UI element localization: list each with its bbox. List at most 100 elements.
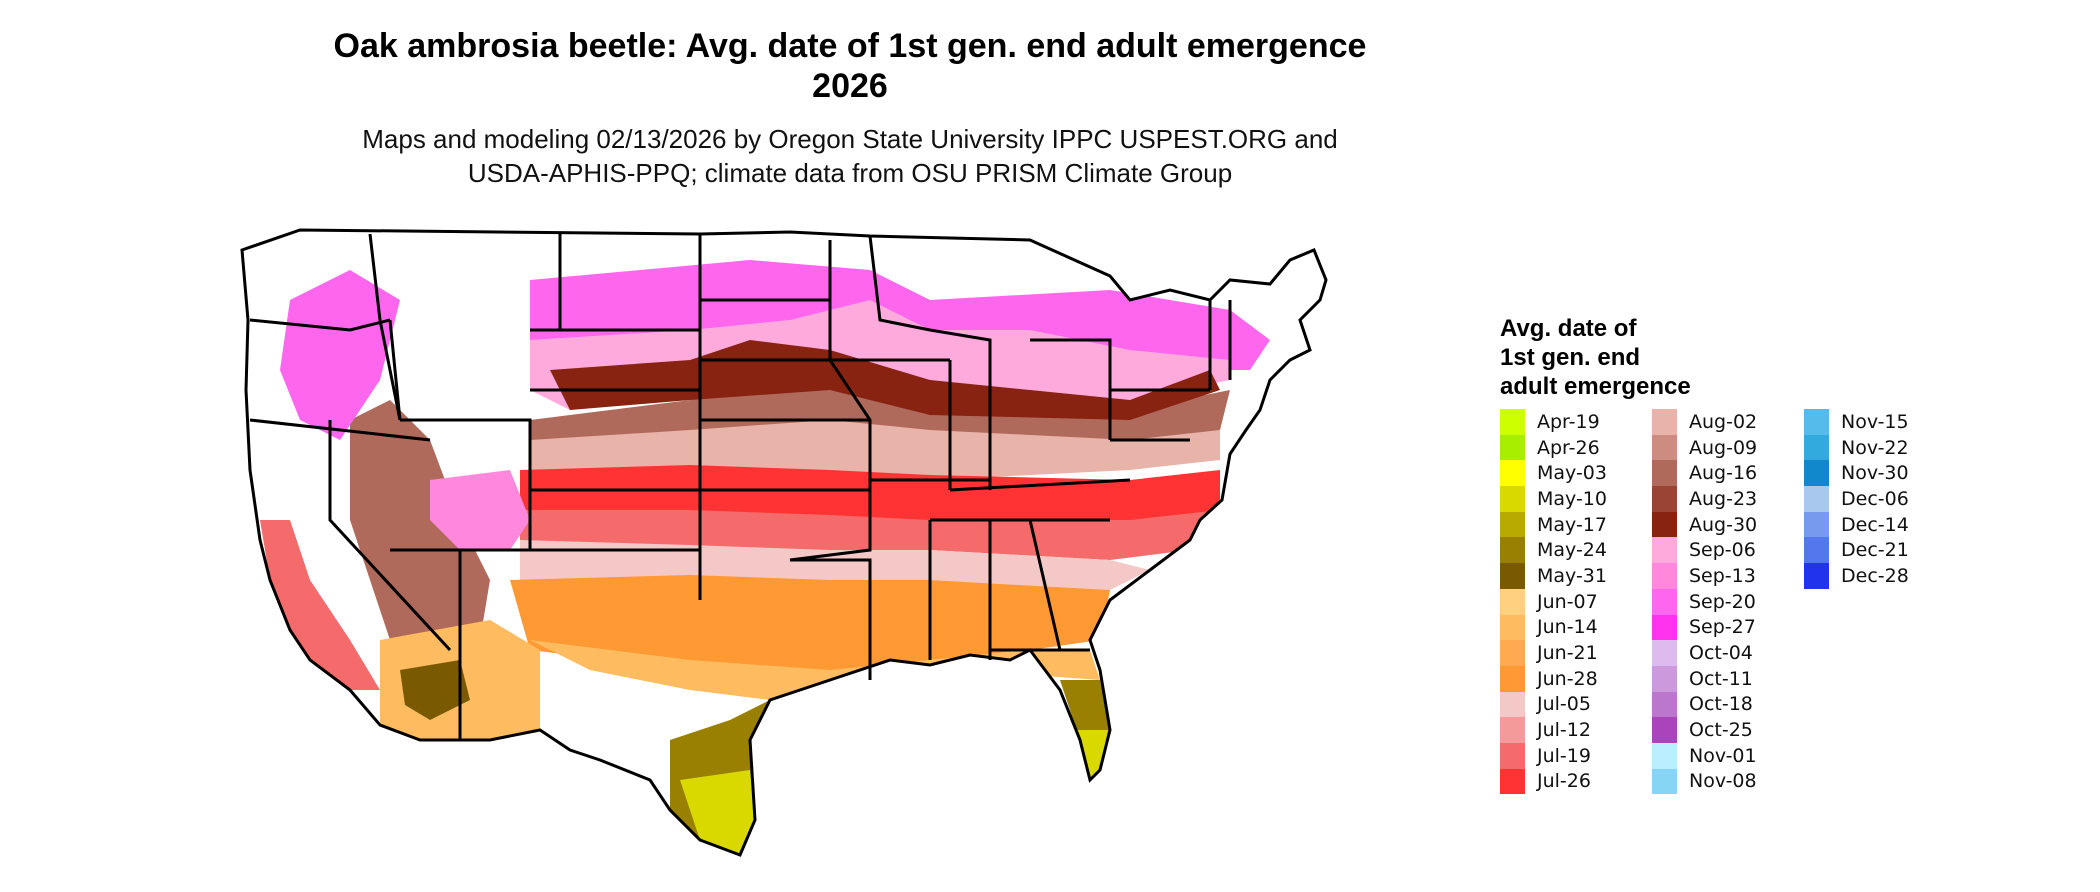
legend-swatch — [1804, 434, 1829, 461]
map-title-line1: Oak ambrosia beetle: Avg. date of 1st ge… — [333, 27, 1367, 65]
legend-swatch — [1500, 434, 1525, 461]
legend-swatch — [1500, 409, 1525, 435]
legend-swatch — [1652, 588, 1677, 615]
legend-label: Nov-08 — [1689, 770, 1757, 793]
legend-label: Sep-27 — [1689, 616, 1756, 639]
legend: Apr-19 Apr-26 May-03 May-10 May-17 May-24 May-… — [1500, 409, 1936, 795]
legend-item: Nov-08 — [1652, 768, 1784, 795]
legend-swatch — [1652, 742, 1677, 769]
legend-swatch — [1804, 537, 1829, 564]
legend-label: Jun-21 — [1537, 642, 1598, 665]
us-map — [240, 228, 1328, 857]
legend-swatch — [1804, 409, 1829, 435]
legend-column: Nov-15 Nov-22 Nov-30 Dec-06 Dec-14 Dec-21 Dec-… — [1804, 409, 1936, 794]
legend-label: Dec-06 — [1841, 487, 1909, 510]
legend-swatch — [1500, 537, 1525, 564]
legend-item: Aug-16 — [1652, 460, 1784, 487]
legend-label: Oct-04 — [1689, 642, 1753, 665]
map-subtitle: Maps and modeling 02/13/2026 by Oregon S… — [250, 122, 1450, 190]
legend-swatch — [1500, 588, 1525, 615]
band-great-basin — [350, 400, 490, 660]
legend-swatch — [1500, 742, 1525, 769]
legend-swatch — [1500, 614, 1525, 641]
legend-label: Aug-16 — [1689, 462, 1758, 485]
national-border — [240, 228, 1328, 857]
legend-item: Aug-23 — [1652, 486, 1784, 512]
legend-swatch — [1652, 460, 1677, 487]
legend-item: May-24 — [1500, 537, 1632, 564]
border-al-ga — [1028, 519, 1062, 651]
legend-label: Jul-12 — [1537, 719, 1591, 742]
legend-label: Jul-19 — [1537, 744, 1591, 767]
legend-item: Aug-30 — [1652, 511, 1784, 538]
legend-swatch — [1500, 563, 1525, 589]
legend-swatch — [1652, 563, 1677, 589]
legend-label: Oct-18 — [1689, 693, 1753, 716]
legend-item: May-17 — [1500, 511, 1632, 538]
legend-item: Sep-06 — [1652, 537, 1784, 564]
legend-swatch — [1500, 768, 1525, 795]
legend-item: Dec-06 — [1804, 486, 1936, 512]
legend-swatch — [1652, 511, 1677, 538]
map-subtitle-line1: Maps and modeling 02/13/2026 by Oregon S… — [362, 124, 1338, 154]
border-id-mt — [368, 233, 402, 421]
legend-label: May-03 — [1537, 462, 1607, 485]
legend-item: Sep-20 — [1652, 588, 1784, 615]
legend-label: Apr-19 — [1537, 410, 1600, 433]
legend-label: Jul-05 — [1537, 693, 1591, 716]
legend-swatch — [1804, 460, 1829, 487]
border-ut-co — [400, 418, 532, 550]
legend-column: Apr-19 Apr-26 May-03 May-10 May-17 May-24 May-… — [1500, 409, 1632, 795]
border-or-ca-nv — [249, 418, 431, 442]
legend-swatch — [1652, 614, 1677, 641]
legend-label: May-24 — [1537, 539, 1607, 562]
legend-label: Dec-28 — [1841, 564, 1909, 587]
legend-label: Nov-15 — [1841, 410, 1909, 433]
band-colorado-edge — [430, 470, 530, 550]
legend-item: Oct-11 — [1652, 665, 1784, 692]
legend-swatch — [1500, 640, 1525, 666]
legend-label: Jun-14 — [1537, 616, 1598, 639]
legend-label: Oct-25 — [1689, 719, 1753, 742]
border-mn-ia-mo — [789, 240, 872, 562]
legend-label: Aug-02 — [1689, 410, 1758, 433]
legend-item: Oct-18 — [1652, 691, 1784, 718]
legend-label: Sep-13 — [1689, 564, 1756, 587]
legend-label: Jul-26 — [1537, 770, 1591, 793]
legend-label: Nov-30 — [1841, 462, 1909, 485]
legend-swatch — [1652, 409, 1677, 435]
legend-item: Sep-13 — [1652, 563, 1784, 589]
legend-swatch — [1500, 717, 1525, 743]
legend-item: Jun-28 — [1500, 665, 1632, 692]
legend-item: Aug-09 — [1652, 434, 1784, 461]
legend-swatch — [1500, 511, 1525, 538]
legend-swatch — [1652, 640, 1677, 666]
band-california-coast — [260, 520, 380, 690]
state-borders — [240, 228, 1328, 857]
border-id-west — [388, 319, 402, 421]
legend-swatch — [1652, 717, 1677, 743]
legend-label: Dec-14 — [1841, 513, 1909, 536]
border-ca-nv — [328, 420, 452, 652]
border-oh-pa — [1030, 338, 1112, 440]
legend-swatch — [1500, 460, 1525, 487]
legend-item: May-03 — [1500, 460, 1632, 487]
legend-swatch — [1652, 434, 1677, 461]
border-in-oh — [929, 328, 992, 490]
legend-swatch — [1652, 537, 1677, 564]
legend-item: Jul-26 — [1500, 768, 1632, 795]
legend-swatch — [1500, 665, 1525, 692]
legend-item: Aug-02 — [1652, 409, 1784, 435]
legend-item: Jun-21 — [1500, 640, 1632, 666]
map-subtitle-line2: USDA-APHIS-PPQ; climate data from OSU PR… — [467, 158, 1233, 188]
legend-column: Aug-02 Aug-09 Aug-16 Aug-23 Aug-30 Sep-06 Sep-… — [1652, 409, 1784, 795]
legend-label: Nov-01 — [1689, 744, 1757, 767]
legend-label: Aug-23 — [1689, 487, 1758, 510]
legend-swatch — [1804, 511, 1829, 538]
legend-swatch — [1652, 665, 1677, 692]
band-jun-28 — [510, 575, 1110, 675]
legend-swatch — [1804, 486, 1829, 512]
legend-item: Sep-27 — [1652, 614, 1784, 641]
legend-item: May-10 — [1500, 486, 1632, 512]
legend-item: May-31 — [1500, 563, 1632, 589]
